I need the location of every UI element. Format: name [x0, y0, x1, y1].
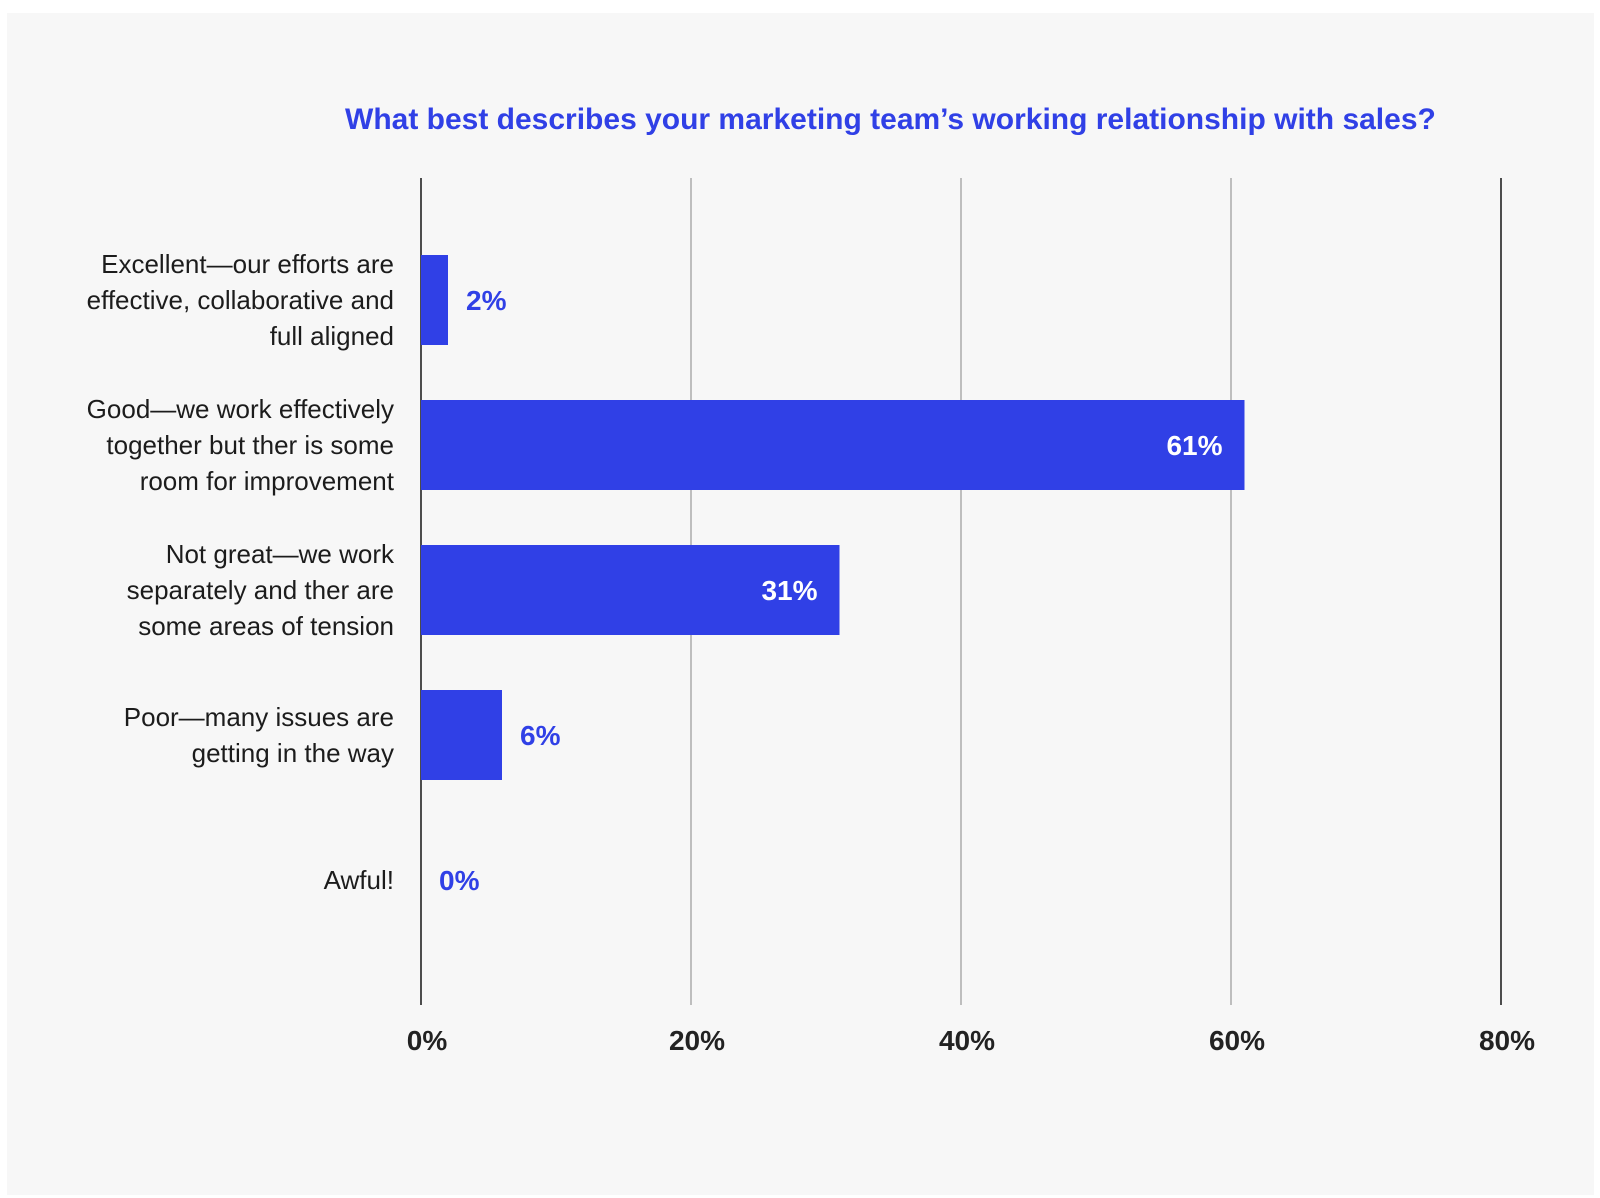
data-label: 2% [466, 285, 507, 316]
category-label-line: room for improvement [140, 466, 395, 496]
category-label-line: some areas of tension [138, 611, 394, 641]
x-tick-label: 20% [669, 1025, 725, 1056]
x-tick-label: 60% [1209, 1025, 1265, 1056]
data-label: 61% [1166, 430, 1222, 461]
data-label: 0% [439, 865, 480, 896]
category-label-line: Not great—we work [166, 539, 395, 569]
category-label: Awful! [324, 865, 394, 895]
category-label-line: Poor—many issues are [124, 702, 394, 732]
data-label: 6% [520, 720, 561, 751]
category-label-line: full aligned [270, 321, 394, 351]
bars [421, 255, 1245, 780]
category-label: Good—we work effectively together but the… [87, 394, 395, 496]
category-label-line: getting in the way [192, 738, 394, 768]
category-label-line: Excellent—our efforts are [101, 249, 394, 279]
x-tick-label: 80% [1479, 1025, 1535, 1056]
bar [421, 255, 448, 345]
data-labels: 2% 61% 31% 6% 0% [439, 285, 1223, 896]
x-tick-label: 40% [939, 1025, 995, 1056]
data-label: 31% [761, 575, 817, 606]
category-label: Excellent—our efforts are effective, coll… [87, 249, 394, 351]
x-tick-label: 0% [407, 1025, 448, 1056]
category-label-line: Good—we work effectively [87, 394, 394, 424]
category-label-line: together but ther is some [106, 430, 394, 460]
category-label-line: Awful! [324, 865, 394, 895]
category-label: Poor—many issues are getting in the way [124, 702, 394, 768]
bar [421, 690, 502, 780]
category-label-line: effective, collaborative and [87, 285, 394, 315]
chart-title: What best describes your marketing team’… [345, 103, 1436, 136]
bar [421, 545, 840, 635]
bar [421, 400, 1245, 490]
x-axis-ticks: 0% 20% 40% 60% 80% [407, 1025, 1535, 1056]
category-label-line: separately and ther are [127, 575, 394, 605]
category-labels: Excellent—our efforts are effective, coll… [87, 249, 395, 895]
category-label: Not great—we work separately and ther are… [127, 539, 395, 641]
